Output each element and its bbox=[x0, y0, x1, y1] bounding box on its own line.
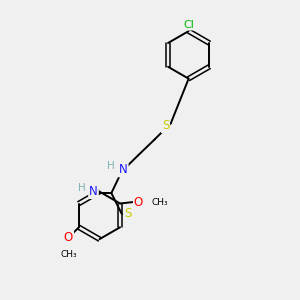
Text: O: O bbox=[134, 196, 143, 208]
Text: H: H bbox=[78, 183, 86, 193]
Text: N: N bbox=[89, 185, 98, 198]
Text: O: O bbox=[64, 231, 73, 244]
Text: S: S bbox=[162, 119, 169, 132]
Text: H: H bbox=[107, 161, 115, 171]
Text: S: S bbox=[124, 207, 132, 220]
Text: CH₃: CH₃ bbox=[60, 250, 77, 259]
Text: Cl: Cl bbox=[183, 20, 194, 30]
Text: CH₃: CH₃ bbox=[151, 197, 168, 206]
Text: N: N bbox=[119, 164, 128, 176]
